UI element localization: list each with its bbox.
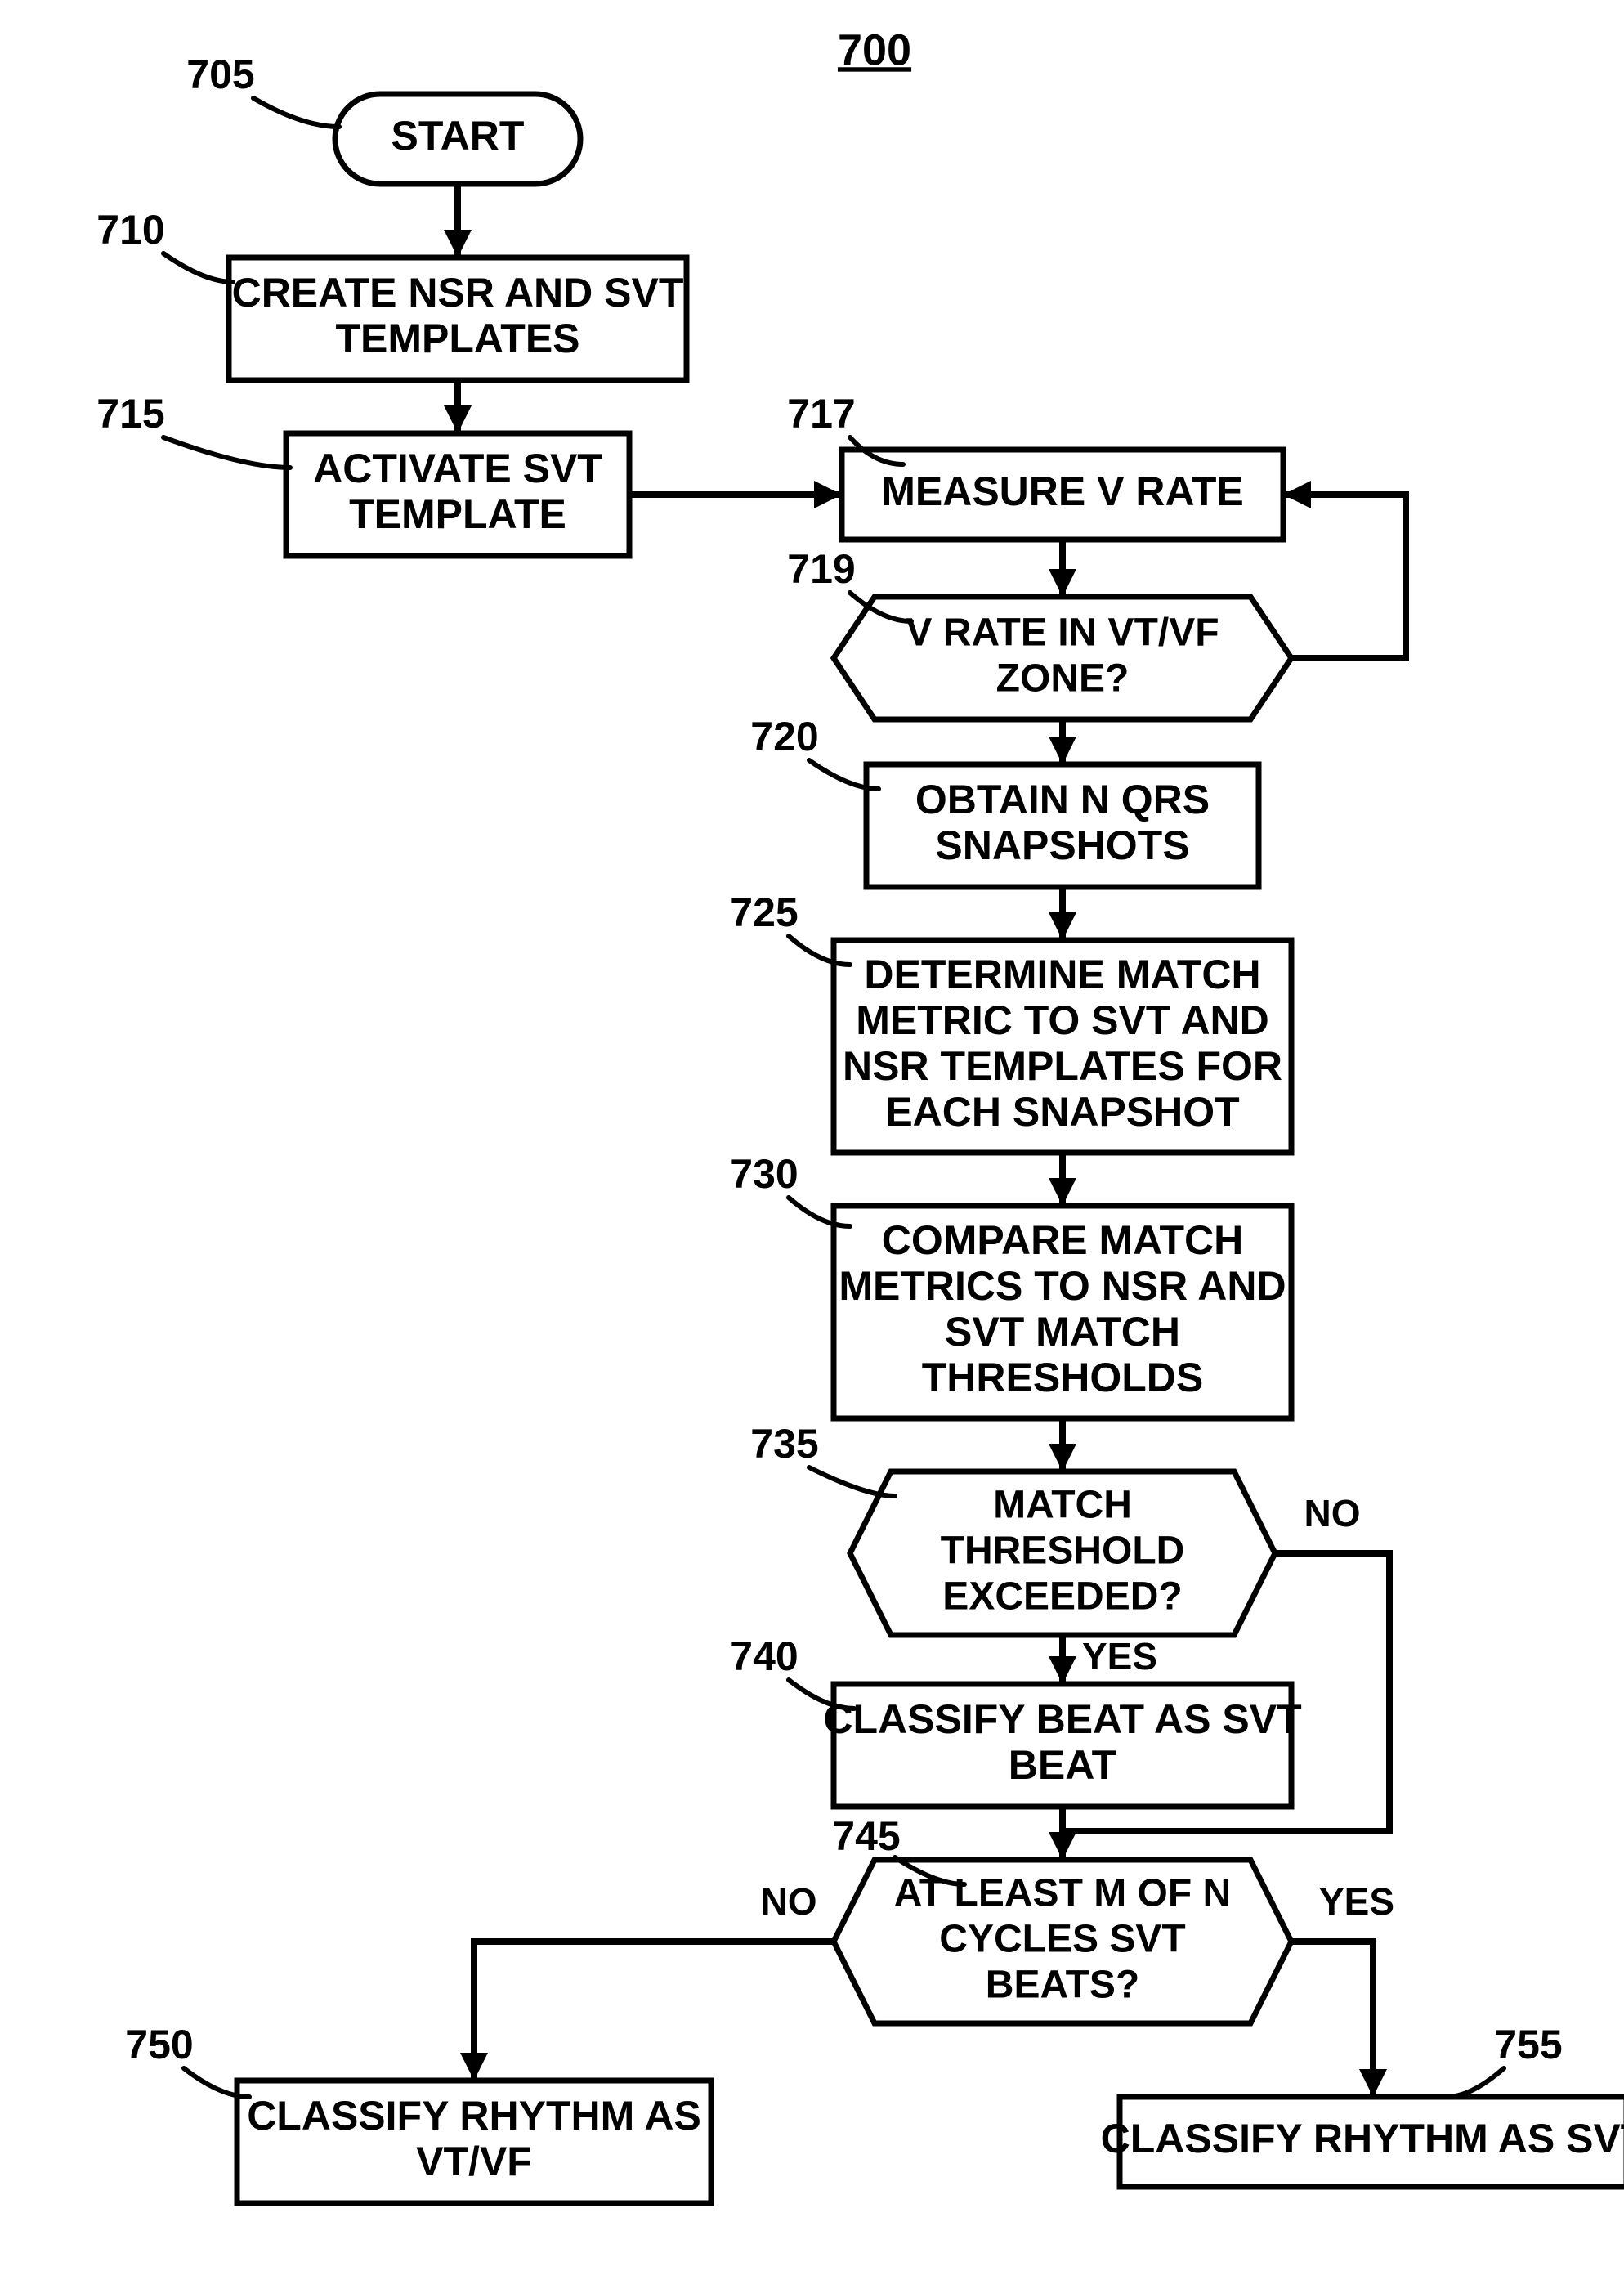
ref-label-719: 719 xyxy=(787,546,855,592)
svg-text:OBTAIN N QRS: OBTAIN N QRS xyxy=(915,777,1210,822)
svg-text:MATCH: MATCH xyxy=(993,1484,1132,1527)
svg-text:CREATE NSR AND SVT: CREATE NSR AND SVT xyxy=(232,270,684,316)
svg-text:V RATE IN VT/VF: V RATE IN VT/VF xyxy=(906,611,1219,655)
svg-text:THRESHOLDS: THRESHOLDS xyxy=(922,1355,1203,1400)
svg-text:MEASURE V RATE: MEASURE V RATE xyxy=(881,468,1244,514)
svg-text:BEAT: BEAT xyxy=(1009,1742,1116,1788)
flowchart-700: 700 START CREATE NSR AND SVTTEMPLATES ACTIV… xyxy=(0,0,1624,2271)
svg-text:METRIC TO SVT AND: METRIC TO SVT AND xyxy=(856,997,1269,1043)
ref-label-725: 725 xyxy=(730,889,798,935)
svg-text:SVT MATCH: SVT MATCH xyxy=(945,1309,1180,1355)
ref-label-715: 715 xyxy=(96,391,164,437)
svg-text:EACH SNAPSHOT: EACH SNAPSHOT xyxy=(885,1089,1239,1135)
ref-label-717: 717 xyxy=(787,391,855,437)
ref-label-710: 710 xyxy=(96,207,164,253)
svg-text:VT/VF: VT/VF xyxy=(416,2139,532,2184)
ref-label-735: 735 xyxy=(750,1421,818,1467)
svg-text:CYCLES SVT: CYCLES SVT xyxy=(939,1918,1185,1961)
ref-leader-710 xyxy=(163,253,233,282)
ref-label-730: 730 xyxy=(730,1151,798,1197)
svg-text:ZONE?: ZONE? xyxy=(996,657,1130,701)
svg-text:NSR TEMPLATES FOR: NSR TEMPLATES FOR xyxy=(843,1043,1282,1089)
branch-label: YES xyxy=(1319,1880,1394,1923)
svg-text:COMPARE MATCH: COMPARE MATCH xyxy=(882,1217,1244,1263)
svg-text:START: START xyxy=(391,113,525,159)
flow-edge xyxy=(1291,1942,1373,2097)
branch-label: YES xyxy=(1082,1635,1157,1677)
svg-text:ACTIVATE SVT: ACTIVATE SVT xyxy=(313,446,602,491)
svg-text:AT LEAST M OF N: AT LEAST M OF N xyxy=(894,1872,1231,1915)
branch-label: NO xyxy=(1304,1492,1361,1534)
ref-leader-755 xyxy=(1447,2068,1504,2097)
svg-text:TEMPLATES: TEMPLATES xyxy=(335,316,579,361)
flow-edge xyxy=(1283,495,1406,658)
svg-text:SNAPSHOTS: SNAPSHOTS xyxy=(935,822,1189,868)
svg-text:CLASSIFY RHYTHM AS SVT: CLASSIFY RHYTHM AS SVT xyxy=(1101,2116,1624,2161)
ref-label-755: 755 xyxy=(1494,2022,1562,2067)
svg-text:700: 700 xyxy=(838,25,911,74)
ref-leader-715 xyxy=(163,437,290,468)
branch-label: NO xyxy=(761,1880,817,1923)
ref-label-705: 705 xyxy=(186,52,254,97)
svg-text:TEMPLATE: TEMPLATE xyxy=(349,491,566,537)
svg-text:CLASSIFY BEAT AS SVT: CLASSIFY BEAT AS SVT xyxy=(823,1696,1301,1742)
svg-text:BEATS?: BEATS? xyxy=(986,1964,1139,2007)
svg-text:THRESHOLD: THRESHOLD xyxy=(941,1530,1185,1573)
svg-text:DETERMINE MATCH: DETERMINE MATCH xyxy=(864,952,1260,997)
svg-text:METRICS TO NSR AND: METRICS TO NSR AND xyxy=(839,1263,1286,1309)
ref-label-750: 750 xyxy=(125,2022,193,2067)
svg-text:EXCEEDED?: EXCEEDED? xyxy=(942,1575,1182,1619)
svg-text:CLASSIFY RHYTHM AS: CLASSIFY RHYTHM AS xyxy=(247,2093,701,2139)
ref-label-745: 745 xyxy=(832,1813,900,1859)
ref-leader-705 xyxy=(253,98,339,127)
flow-edge xyxy=(474,1942,834,2081)
ref-label-720: 720 xyxy=(750,714,818,759)
ref-label-740: 740 xyxy=(730,1633,798,1679)
